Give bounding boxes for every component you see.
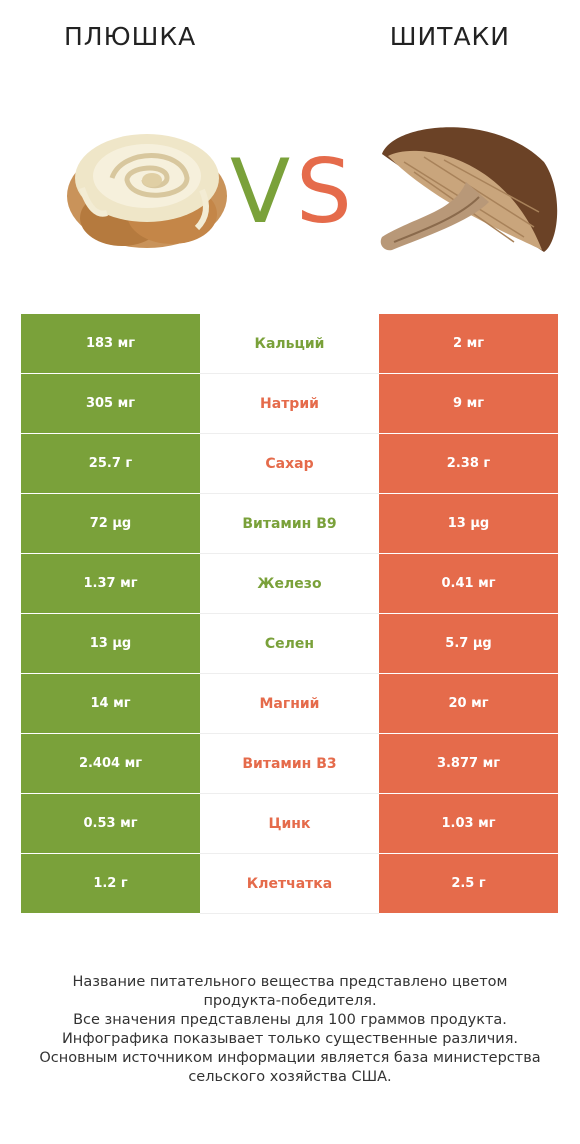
table-row: 72 µg Витамин B9 13 µg — [21, 494, 558, 554]
footnote-line: Инфографика показывает только существенн… — [61, 1031, 519, 1047]
nutrient-name: Натрий — [200, 374, 379, 434]
left-value: 2.404 мг — [21, 734, 200, 794]
table-row: 0.53 мг Цинк 1.03 мг — [21, 794, 558, 854]
shiitake-mushroom-image — [380, 127, 558, 252]
vs-letter-s: S — [296, 140, 352, 243]
right-value: 20 мг — [379, 674, 558, 734]
left-value: 14 мг — [21, 674, 200, 734]
nutrient-name: Сахар — [200, 434, 379, 494]
table-row: 305 мг Натрий 9 мг — [21, 374, 558, 434]
left-value: 13 µg — [21, 614, 200, 674]
right-value: 2.38 г — [379, 434, 558, 494]
table-row: 1.2 г Клетчатка 2.5 г — [21, 854, 558, 914]
cinnamon-bun-image — [67, 134, 227, 248]
right-value: 3.877 мг — [379, 734, 558, 794]
vs-letter-v: V — [230, 140, 291, 243]
nutrient-name: Витамин B3 — [200, 734, 379, 794]
right-product-title: ШИТАКИ — [389, 22, 510, 51]
nutrient-name: Кальций — [200, 314, 379, 374]
nutrient-name: Селен — [200, 614, 379, 674]
nutrient-name: Цинк — [200, 794, 379, 854]
right-value: 1.03 мг — [379, 794, 558, 854]
footnote-line: Название питательного вещества представл… — [72, 974, 508, 990]
table-row: 13 µg Селен 5.7 µg — [21, 614, 558, 674]
right-value: 2 мг — [379, 314, 558, 374]
left-value: 305 мг — [21, 374, 200, 434]
left-value: 183 мг — [21, 314, 200, 374]
table-row: 183 мг Кальций 2 мг — [21, 314, 558, 374]
table-row: 25.7 г Сахар 2.38 г — [21, 434, 558, 494]
nutrient-name: Магний — [200, 674, 379, 734]
right-value: 5.7 µg — [379, 614, 558, 674]
right-value: 0.41 мг — [379, 554, 558, 614]
nutrient-name: Витамин B9 — [200, 494, 379, 554]
right-value: 2.5 г — [379, 854, 558, 914]
footnote: Название питательного вещества представл… — [20, 973, 560, 1087]
nutrient-name: Железо — [200, 554, 379, 614]
left-value: 0.53 мг — [21, 794, 200, 854]
nutrient-name: Клетчатка — [200, 854, 379, 914]
right-value: 13 µg — [379, 494, 558, 554]
left-value: 1.2 г — [21, 854, 200, 914]
footnote-line: Все значения представлены для 100 граммо… — [73, 1012, 507, 1028]
left-value: 1.37 мг — [21, 554, 200, 614]
table-row: 1.37 мг Железо 0.41 мг — [21, 554, 558, 614]
left-product-title: ПЛЮШКА — [64, 22, 197, 51]
footnote-line: продукта-победителя. — [203, 993, 377, 1009]
footnote-line: Основным источником информации является … — [39, 1050, 541, 1066]
table-row: 2.404 мг Витамин B3 3.877 мг — [21, 734, 558, 794]
left-value: 72 µg — [21, 494, 200, 554]
left-value: 25.7 г — [21, 434, 200, 494]
right-value: 9 мг — [379, 374, 558, 434]
footnote-line: сельского хозяйства США. — [188, 1069, 392, 1085]
table-row: 14 мг Магний 20 мг — [21, 674, 558, 734]
